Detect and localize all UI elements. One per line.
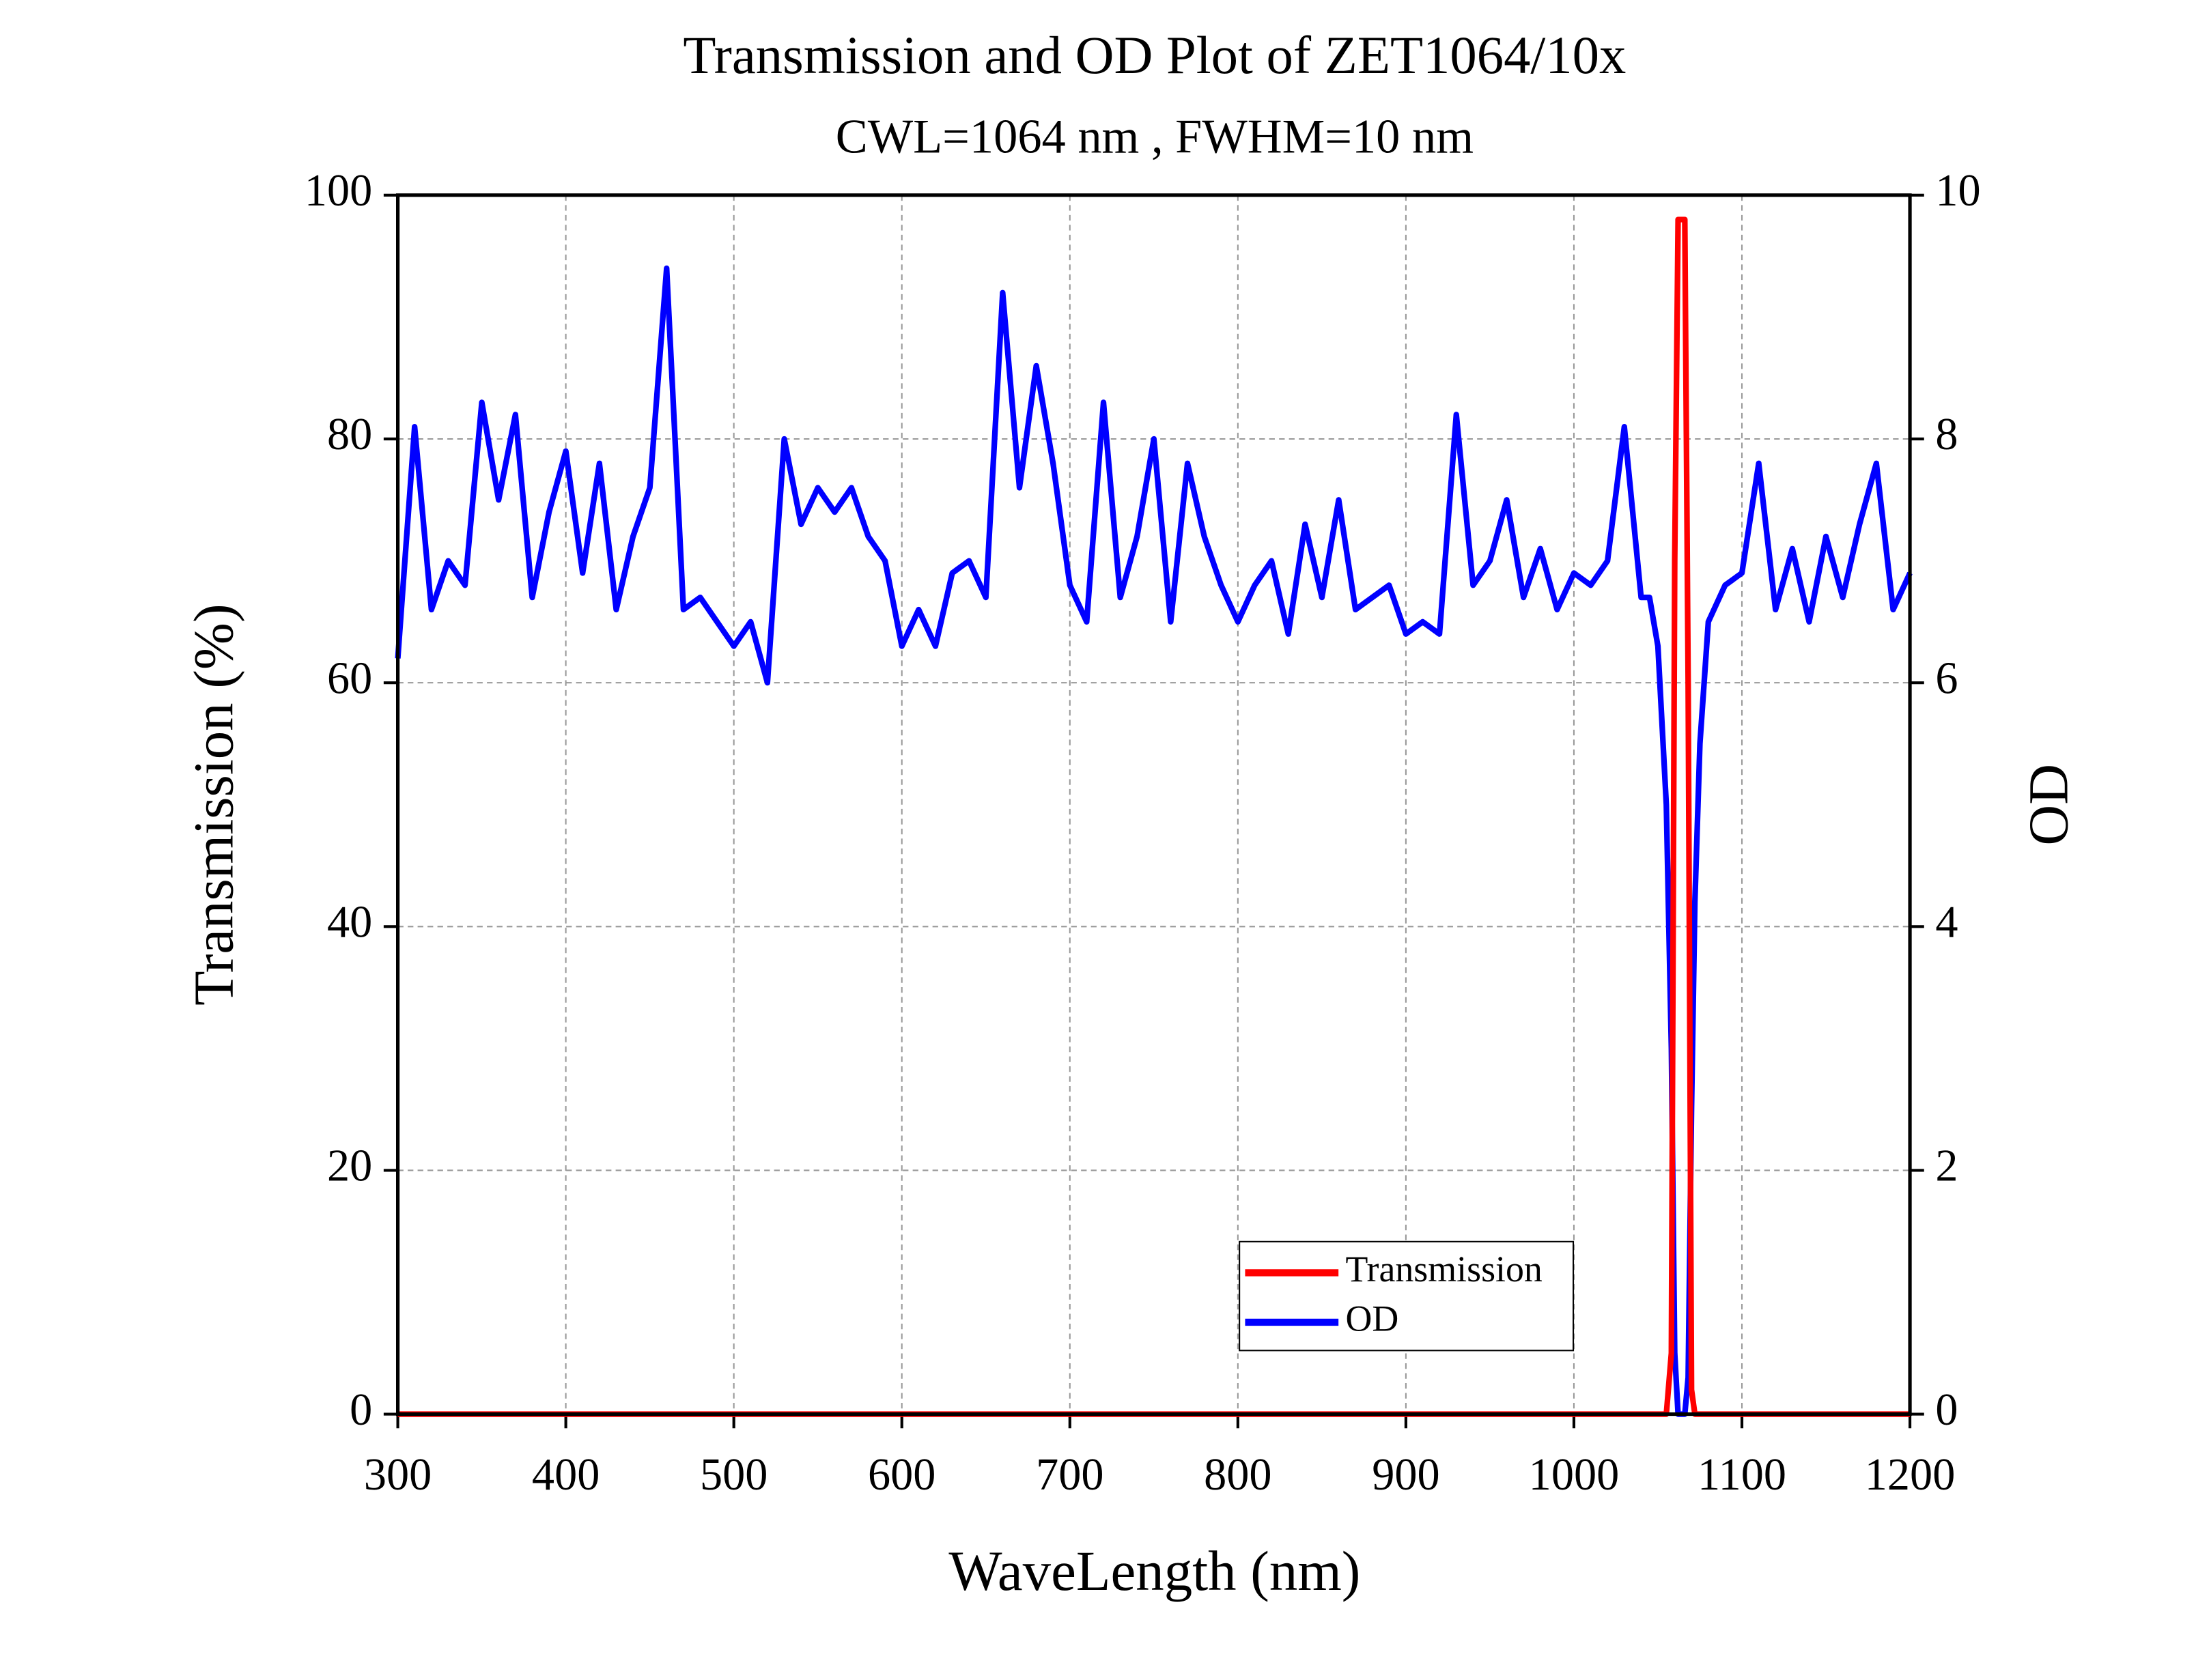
x-tick-label: 1000 bbox=[1529, 1450, 1620, 1500]
legend-box bbox=[1239, 1240, 1575, 1352]
x-axis-label: WaveLength (nm) bbox=[948, 1539, 1360, 1602]
data-line bbox=[395, 265, 1913, 1417]
x-tick-label: 600 bbox=[868, 1450, 935, 1500]
y-tick-label: 40 bbox=[327, 897, 372, 947]
y-tick-label: 100 bbox=[305, 166, 372, 216]
y-tick-label: 80 bbox=[327, 410, 372, 459]
y2-tick-label: 2 bbox=[1935, 1141, 1958, 1191]
x-tick-label: 800 bbox=[1204, 1450, 1271, 1500]
x-tick-label: 1200 bbox=[1865, 1450, 1956, 1500]
x-tick-label: 300 bbox=[364, 1450, 432, 1500]
legend-label: OD bbox=[1346, 1298, 1399, 1339]
x-tick-label: 900 bbox=[1372, 1450, 1439, 1500]
y-tick-label: 0 bbox=[350, 1385, 372, 1435]
chart-title: Transmission and OD Plot of ZET1064/10x bbox=[683, 26, 1626, 85]
y-axis-label: Transmission (%) bbox=[182, 603, 245, 1006]
y2-tick-label: 4 bbox=[1935, 897, 1958, 947]
y-tick-label: 60 bbox=[327, 653, 372, 703]
legend: Transmission OD bbox=[1239, 1240, 1575, 1352]
chart-subtitle: CWL=1064 nm , FWHM=10 nm bbox=[836, 110, 1474, 163]
y2-tick-label: 6 bbox=[1935, 653, 1958, 703]
plot-frame bbox=[395, 193, 1912, 1416]
legend-label: Transmission bbox=[1346, 1249, 1543, 1290]
y2-tick-label: 10 bbox=[1935, 166, 1980, 216]
x-tick-label: 1100 bbox=[1698, 1450, 1786, 1500]
x-tick-label: 700 bbox=[1036, 1450, 1103, 1500]
y2-tick-label: 8 bbox=[1935, 410, 1958, 459]
y2-tick-label: 0 bbox=[1935, 1385, 1958, 1435]
x-tick-label: 500 bbox=[700, 1450, 768, 1500]
x-tick-label: 400 bbox=[532, 1450, 600, 1500]
y2-axis-label: OD bbox=[2016, 764, 2079, 846]
y-tick-label: 20 bbox=[327, 1141, 372, 1191]
